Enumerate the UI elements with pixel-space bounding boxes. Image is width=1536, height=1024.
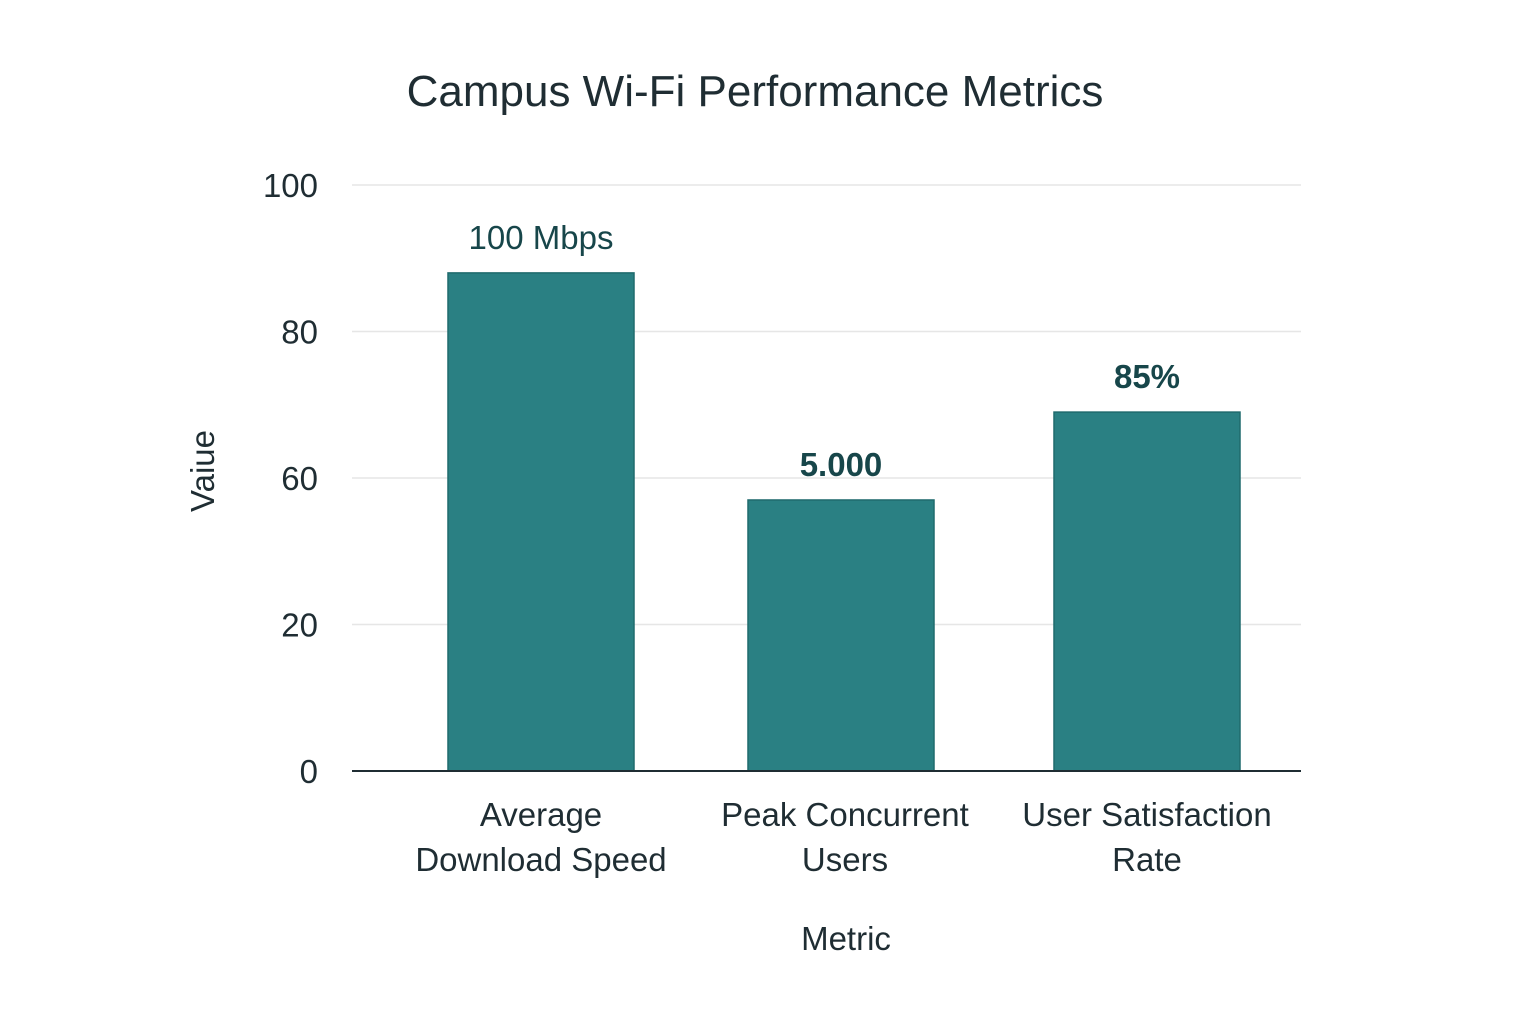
y-axis-label: Vaiue: [184, 430, 221, 512]
data-label: 100 Mbps: [469, 219, 614, 256]
bar: [747, 499, 935, 772]
bar: [1053, 411, 1241, 772]
x-tick-label: Average: [480, 796, 602, 833]
x-tick-label: Peak Concurrent: [721, 796, 969, 833]
x-category-label: User Satisfaction Rate: [1022, 796, 1271, 878]
x-axis-label: Metric: [801, 920, 891, 957]
x-axis-categories: Average Download Speed Peak Concurrent User…: [415, 796, 1271, 878]
x-tick-label: Users: [802, 841, 888, 878]
y-tick-label: 100: [263, 167, 318, 204]
x-category-label: Average Download Speed: [415, 796, 666, 878]
bar: [447, 272, 635, 772]
y-tick-label: 60: [281, 460, 318, 497]
data-label: 5.000: [800, 446, 883, 483]
data-labels: 100 Mbps 5.000 85%: [469, 219, 1181, 483]
x-category-label: Peak Concurrent Users: [721, 796, 969, 878]
x-tick-label: User Satisfaction: [1022, 796, 1271, 833]
y-tick-label: 80: [281, 314, 318, 351]
x-tick-label: Rate: [1112, 841, 1182, 878]
chart-title: Campus Wi-Fi Performance Metrics: [407, 67, 1104, 116]
bars: [447, 272, 1241, 772]
y-tick-label: 20: [281, 607, 318, 644]
data-label: 85%: [1114, 358, 1180, 395]
y-axis-ticks: 0 20 60 80 100: [263, 167, 318, 790]
x-tick-label: Download Speed: [415, 841, 666, 878]
y-tick-label: 0: [300, 753, 318, 790]
